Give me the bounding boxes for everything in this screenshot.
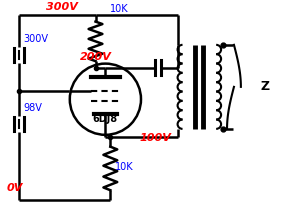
Text: 6DJ8: 6DJ8 <box>93 114 118 124</box>
Text: 100V: 100V <box>140 133 172 143</box>
Text: 10K: 10K <box>110 4 129 14</box>
Text: 98V: 98V <box>23 103 42 113</box>
Text: 300V: 300V <box>46 2 78 12</box>
Text: 300V: 300V <box>23 34 48 44</box>
Text: 10K: 10K <box>115 162 134 172</box>
Text: Z: Z <box>261 80 270 93</box>
Text: 200V: 200V <box>80 52 112 62</box>
Text: 0V: 0V <box>6 183 23 193</box>
